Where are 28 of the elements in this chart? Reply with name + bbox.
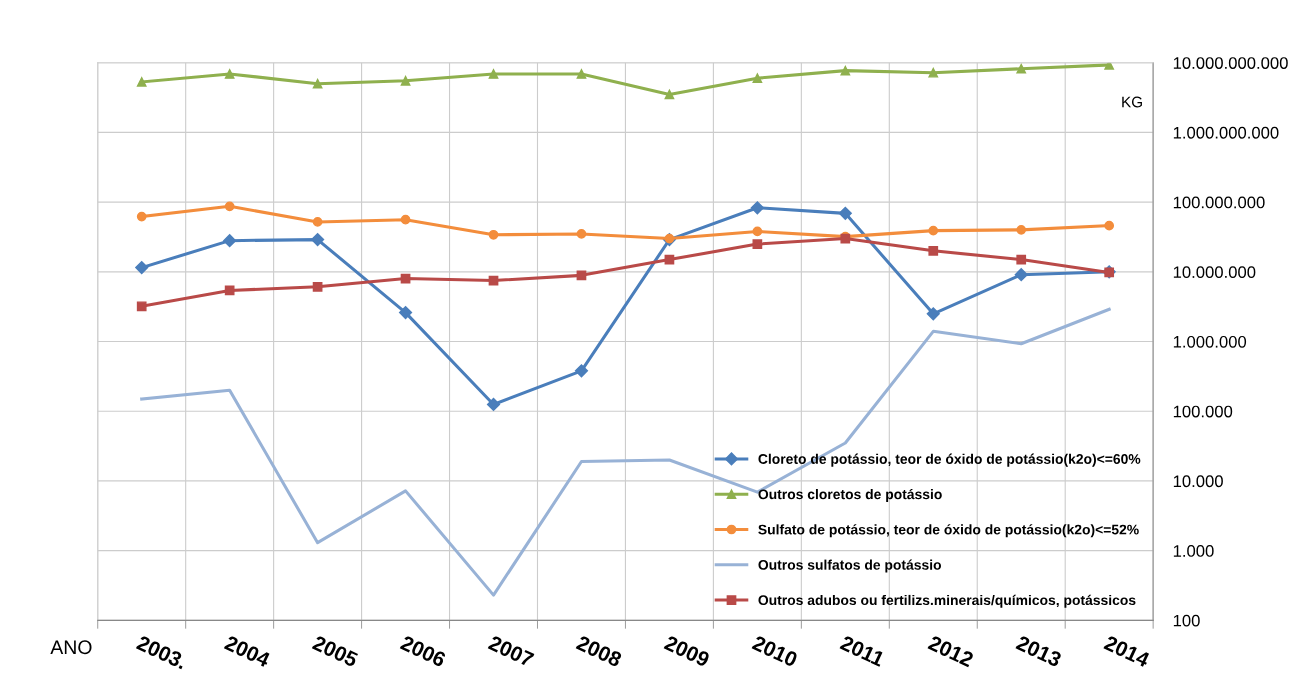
y-tick-label: 1.000.000 <box>1173 335 1247 348</box>
y-tick-label: 100 <box>1173 614 1200 627</box>
x-tick-label: 2013 <box>1015 635 1063 668</box>
x-tick-label: 2010 <box>751 635 799 668</box>
y-tick-label: 100.000.000 <box>1173 196 1265 209</box>
legend-label: Cloreto de potássio, teor de óxido de potássio(k2o)<=60% <box>758 453 1141 467</box>
y-tick-label: 10.000.000.000 <box>1173 57 1288 69</box>
y-tick-label: 10.000 <box>1173 475 1223 488</box>
legend-label: Outros sulfatos de potássio <box>758 559 942 573</box>
y-tick-label: 10.000.000 <box>1173 266 1256 279</box>
legend-label: Outros adubos ou fertilizs.minerais/químicos, potássicos <box>758 594 1136 608</box>
x-tick-label: 2014 <box>1103 635 1151 668</box>
x-tick-label: 2008 <box>575 635 623 668</box>
y-tick-label: 1.000.000.000 <box>1173 126 1279 139</box>
x-tick-label: 2012 <box>927 635 975 668</box>
x-tick-label: 2007 <box>487 635 535 668</box>
x-tick-label: 2009 <box>663 635 711 668</box>
x-axis-title: ANO <box>50 640 92 655</box>
legend-label: Outros cloretos de potássio <box>758 488 942 502</box>
y-tick-label: 1.000 <box>1173 545 1214 557</box>
y-axis-title: KG <box>1122 96 1142 108</box>
legend-label: Sulfato de potássio, teor de óxido de potássio(k2o)<=52% <box>758 524 1139 538</box>
y-tick-label: 100.000 <box>1173 405 1233 418</box>
x-tick-label: 2005 <box>311 635 359 668</box>
x-tick-label: 2011 <box>839 635 886 667</box>
x-tick-label: 2006 <box>399 635 447 668</box>
x-tick-label: 2004 <box>223 635 272 668</box>
x-tick-label: 2003. <box>135 635 188 670</box>
